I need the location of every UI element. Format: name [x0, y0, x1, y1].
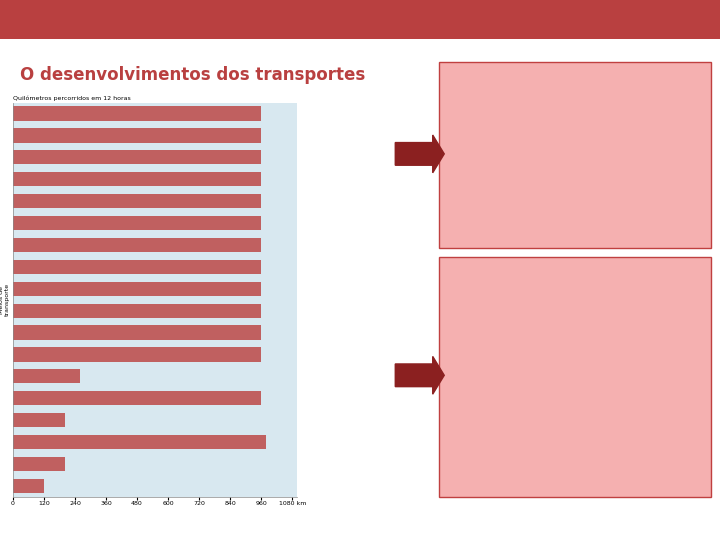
Bar	[13, 129, 261, 143]
Bar	[13, 391, 261, 406]
Bar	[13, 369, 80, 383]
Polygon shape	[395, 356, 444, 394]
Bar	[13, 172, 261, 186]
FancyBboxPatch shape	[439, 256, 711, 497]
Bar	[13, 194, 261, 208]
Polygon shape	[395, 135, 444, 173]
Bar	[0, 0, 720, 39]
Bar	[13, 238, 261, 252]
Bar	[13, 413, 65, 427]
Text: Quilómetros percorridos em 12 horas: Quilómetros percorridos em 12 horas	[13, 96, 131, 101]
Bar	[13, 260, 261, 274]
Bar	[13, 347, 261, 362]
Bar	[13, 282, 261, 296]
Bar	[13, 216, 261, 230]
Bar	[13, 150, 261, 165]
Bar	[13, 303, 261, 318]
Bar	[13, 326, 261, 340]
Text: O desenvolvimentos dos transportes: O desenvolvimentos dos transportes	[20, 66, 366, 84]
Text: O desenvolvimento dos
modos de transporte
levou a um aumento da
sua rapidez, red: O desenvolvimento dos modos de transport…	[450, 71, 612, 122]
Bar	[13, 435, 266, 449]
Bar	[13, 457, 65, 471]
Y-axis label: Meios de
transporte: Meios de transporte	[0, 283, 10, 316]
Text: Associado ao aumento da
rapidez   também   se
verificou um aumento da
capacidade: Associado ao aumento da rapidez também s…	[450, 266, 626, 358]
FancyBboxPatch shape	[439, 62, 711, 248]
Bar	[13, 479, 44, 493]
Text: Menor distância-custo: Menor distância-custo	[450, 473, 592, 483]
Bar	[13, 106, 261, 120]
Text: distância tempo: distância tempo	[450, 225, 552, 235]
